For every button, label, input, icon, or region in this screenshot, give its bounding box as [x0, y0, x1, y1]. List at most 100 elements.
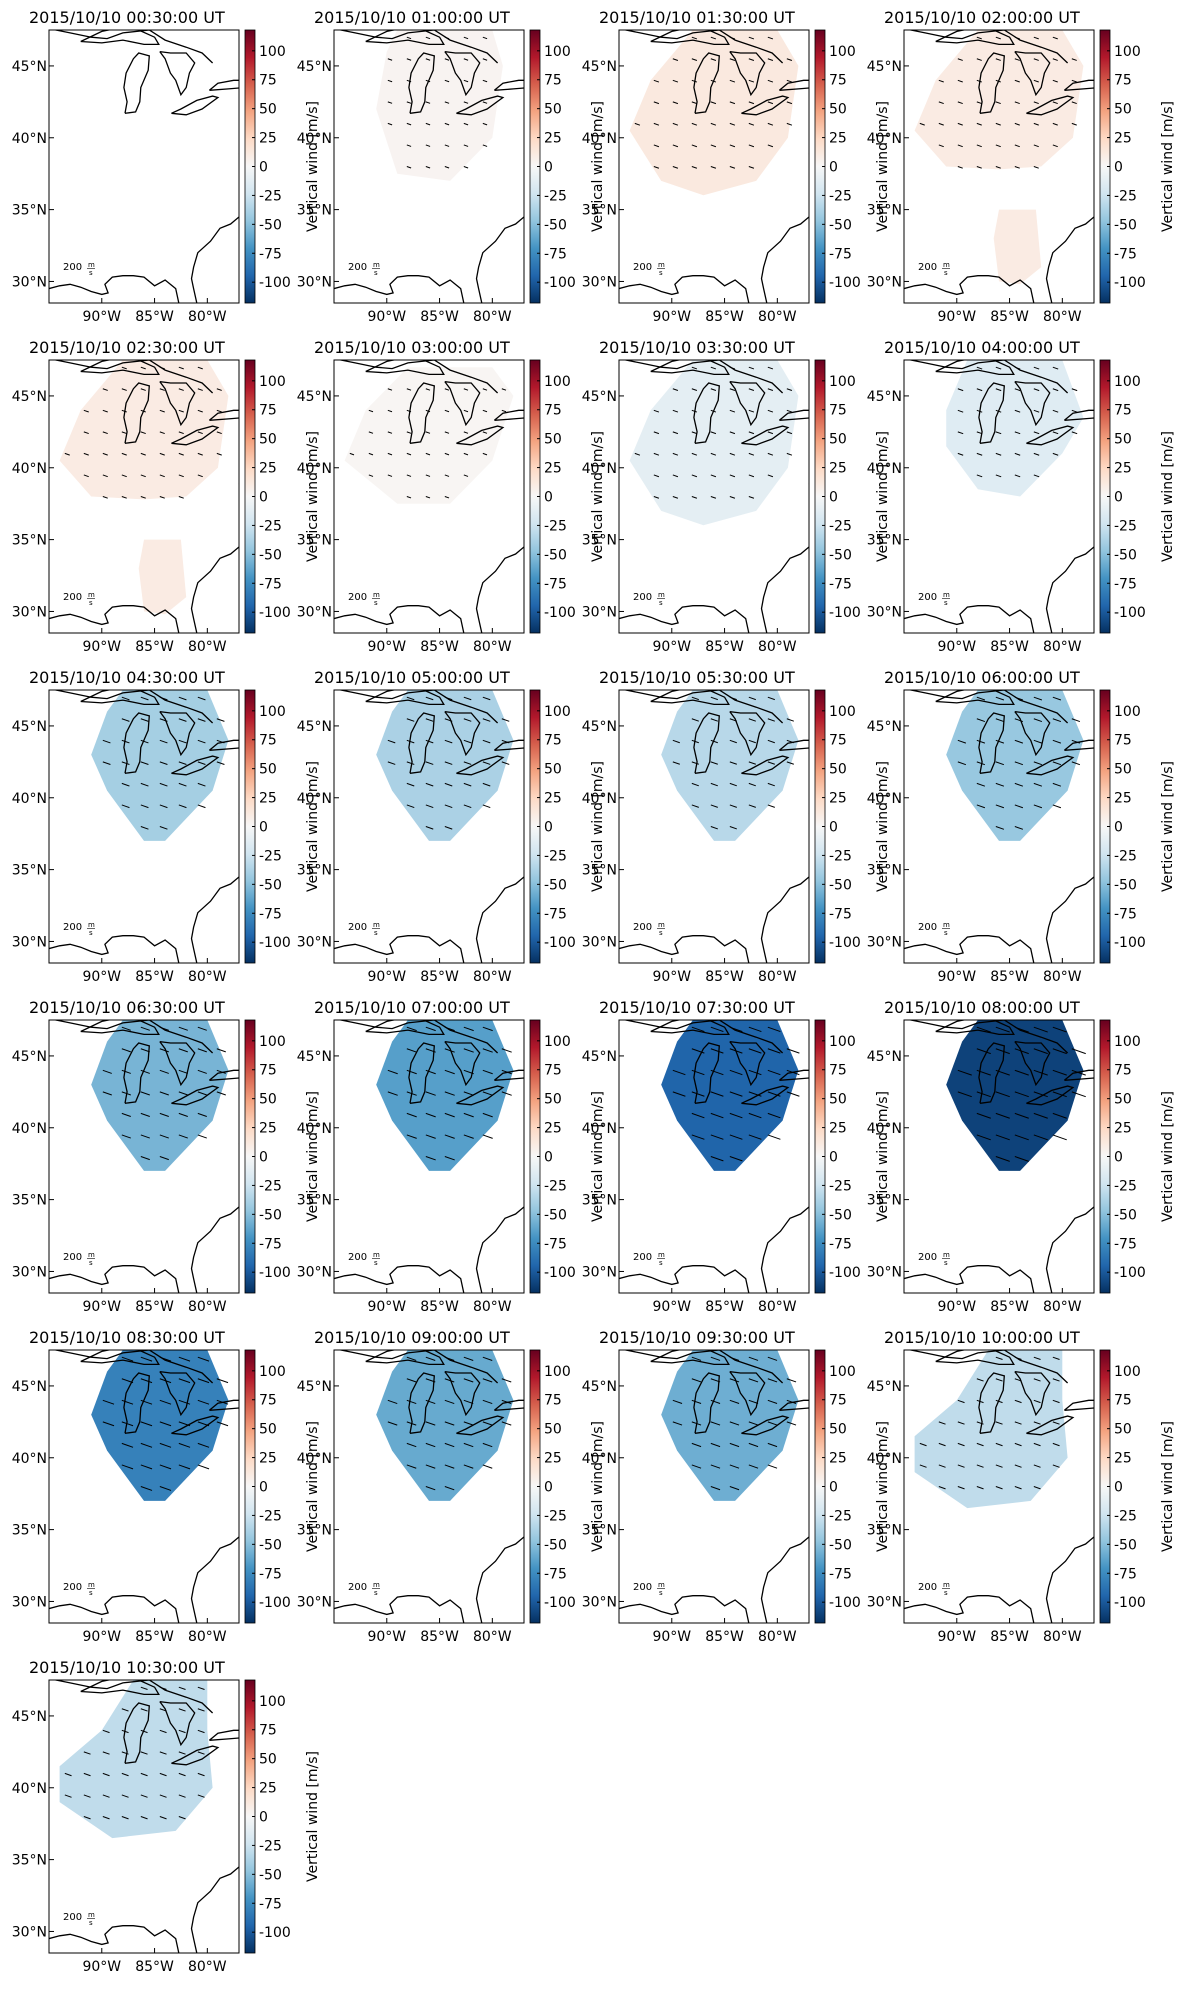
wind-arrow: [159, 496, 165, 499]
wind-arrow: [406, 1112, 417, 1118]
wind-arrow: [444, 1442, 455, 1448]
wind-arrow: [672, 739, 680, 744]
colorbar-tick-label: -75: [259, 1236, 282, 1252]
wind-arrow: [691, 388, 698, 391]
wind-arrow: [368, 452, 374, 456]
colorbar-tick-label: -50: [544, 1537, 567, 1553]
wind-arrow: [995, 36, 1001, 40]
wind-vectors: [957, 696, 1081, 830]
coast-segment: [49, 1265, 180, 1293]
coast-segment: [1014, 710, 1051, 757]
wind-arrow: [767, 36, 774, 40]
wind-arrow: [140, 1421, 153, 1427]
wind-arrow: [786, 1378, 797, 1383]
y-tick-label: 35°N: [867, 533, 902, 549]
coast-segment: [693, 712, 720, 774]
wind-arrow: [463, 166, 469, 169]
coast-segment: [622, 1020, 784, 1054]
wind-arrow: [653, 79, 660, 83]
coast-segment: [619, 935, 750, 963]
wind-arrow: [159, 1091, 169, 1096]
wind-arrow: [425, 166, 431, 169]
wind-arrow: [159, 1112, 169, 1117]
y-tick-label: 35°N: [867, 1523, 902, 1539]
wind-arrow: [159, 388, 165, 391]
wind-arrow: [425, 782, 434, 787]
wind-arrow: [672, 761, 680, 765]
wind-scale-unit-m: m: [658, 261, 665, 269]
colorbar-tick-label: 50: [544, 762, 562, 778]
wind-arrow: [653, 166, 660, 169]
wind-arrow: [1014, 739, 1024, 744]
coastline: [49, 1350, 239, 1623]
panel-14: 2015/10/10 07:00:00 UT 200 ms 90°W 85°W 80°W…: [297, 998, 606, 1315]
x-tick-label: 80°W: [473, 969, 512, 985]
colorbar-tick-label: 0: [544, 160, 553, 176]
colorbar-tick-label: -25: [1114, 848, 1137, 864]
wind-arrow: [140, 452, 146, 456]
wind-arrow: [121, 1069, 131, 1074]
wind-scale-label: 200: [633, 1582, 652, 1593]
wind-arrow: [425, 1112, 436, 1118]
wind-arrow: [1014, 452, 1021, 456]
wind-arrow: [976, 166, 982, 169]
wind-arrow: [425, 761, 434, 765]
coast-segment: [408, 1042, 435, 1104]
colorbar-tick-label: -50: [829, 1537, 852, 1553]
wind-arrow: [995, 166, 1001, 169]
x-tick-label: 90°W: [652, 639, 691, 655]
wind-scale-label: 200: [633, 922, 652, 933]
coast-segment: [159, 1370, 196, 1417]
wind-arrow: [1052, 1069, 1067, 1076]
wind-arrow: [729, 409, 736, 413]
wind-arrow: [121, 496, 127, 499]
panel-8: 2015/10/10 04:00:00 UT 200 ms 90°W 85°W 80°W…: [867, 338, 1176, 655]
wind-arrow: [748, 1069, 762, 1076]
axes-frame: [48, 1679, 240, 1954]
y-tick-label: 35°N: [12, 1193, 47, 1209]
coast-segment: [729, 710, 766, 757]
colorbar-tick-label: 25: [544, 1451, 562, 1467]
coast-segment: [80, 360, 160, 376]
y-tick-label: 30°N: [297, 1264, 332, 1280]
wind-scale-label: 200: [63, 1252, 82, 1263]
wind-arrow: [482, 804, 491, 809]
wind-arrow: [406, 782, 415, 787]
wind-arrow: [1014, 1486, 1022, 1490]
colorbar-tick-label: 100: [829, 1364, 856, 1380]
y-tick-label: 30°N: [582, 274, 617, 290]
wind-arrow: [957, 452, 964, 456]
wind-arrow: [786, 58, 793, 61]
wind-arrow: [140, 1464, 153, 1470]
y-tick-label: 40°N: [297, 461, 332, 477]
coast-segment: [159, 1700, 196, 1747]
colorbar-tick-label: -100: [829, 605, 861, 621]
wind-arrow: [995, 1112, 1010, 1119]
colorbar-tick-label: -25: [544, 188, 567, 204]
wind-arrow: [1014, 1048, 1029, 1055]
wind-arrow: [159, 431, 165, 435]
coast-segment: [1063, 79, 1094, 91]
wind-arrow: [425, 122, 431, 126]
wind-arrow: [957, 144, 963, 148]
wind-arrow: [1014, 782, 1024, 787]
wind-scale-unit-m: m: [658, 1581, 665, 1589]
x-tick-label: 80°W: [1043, 969, 1082, 985]
colorbar-tick-label: 50: [544, 432, 562, 448]
panel-7: 2015/10/10 03:30:00 UT 200 ms 90°W 85°W 80°W…: [582, 338, 891, 655]
wind-arrow: [691, 496, 698, 499]
colorbar-tick-label: 75: [259, 73, 277, 89]
colorbar-tick-label: -25: [544, 848, 567, 864]
wind-arrow: [444, 782, 453, 787]
coast-segment: [475, 483, 524, 633]
coast-segment: [1026, 95, 1075, 116]
wind-arrow: [501, 1421, 512, 1426]
wind-arrow: [425, 1026, 436, 1032]
colorbar-tick-label: -100: [259, 605, 291, 621]
wind-arrow: [425, 1156, 436, 1161]
coast-segment: [190, 1473, 239, 1623]
wind-arrow: [444, 431, 450, 434]
wind-arrow: [444, 452, 450, 456]
wind-arrow: [444, 739, 453, 744]
coast-segment: [190, 483, 239, 633]
